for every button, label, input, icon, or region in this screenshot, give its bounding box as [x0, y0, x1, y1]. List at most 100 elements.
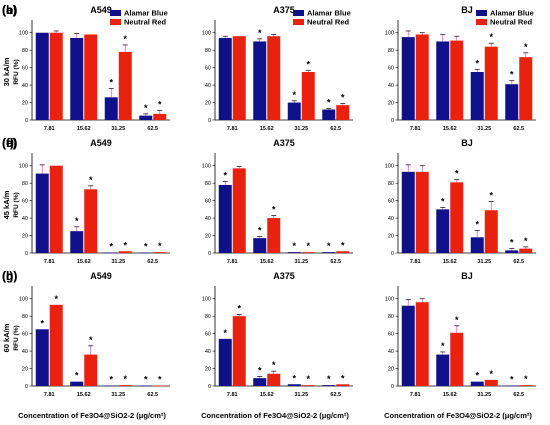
bar-alamar-blue [253, 238, 267, 253]
legend-label-alamar-blue: Alamar Blue [490, 9, 534, 18]
y-tick-label: 80 [205, 314, 211, 320]
significance-star: * [510, 70, 514, 80]
bar-neutral-red [49, 165, 63, 253]
bar-neutral-red [118, 385, 132, 386]
bar-alamar-blue [104, 252, 118, 254]
y-tick-label: 40 [388, 349, 394, 355]
y-tick-label: 20 [22, 367, 28, 373]
bar-alamar-blue [322, 252, 336, 253]
y-tick-label: 100 [202, 31, 211, 37]
significance-star: * [237, 303, 241, 313]
bar-alamar-blue [401, 171, 415, 253]
y-tick-label: 0 [25, 384, 28, 390]
y-tick-label: 60 [22, 332, 28, 338]
x-tick-label: 62.5 [147, 392, 158, 398]
chart-panel: (h) A375 0 20 40 60 80 100 7.81 * * 15.62 * * 31.25 * * 6… [2, 269, 353, 398]
bar-alamar-blue [139, 252, 153, 254]
legend-label-neutral-red: Neutral Red [490, 18, 533, 27]
bar-alamar-blue [35, 32, 49, 120]
chart-panel: (e) A375 0 20 40 60 80 100 7.81 * 15.62 * * 31.25 * * 62… [2, 136, 353, 265]
x-tick-label: 31.25 [294, 126, 308, 132]
bar-alamar-blue [35, 329, 49, 386]
significance-star: * [292, 373, 296, 383]
panel-label: (i) [2, 269, 13, 283]
y-tick-label: 80 [22, 48, 28, 54]
bar-alamar-blue [104, 385, 118, 387]
significance-star: * [144, 375, 148, 385]
chart-panel: (g) A549 60 kA/m RFU (%) 0 20 40 60 80 100 7.81 * * 1… [2, 269, 170, 398]
bar-neutral-red [49, 32, 63, 120]
bar-alamar-blue [322, 109, 336, 120]
y-tick-label: 100 [19, 297, 28, 303]
bar-alamar-blue [70, 381, 84, 386]
x-tick-label: 7.81 [44, 259, 55, 265]
bar-neutral-red [415, 171, 429, 253]
y-axis-label: RFU (%) [13, 192, 20, 217]
bar-alamar-blue [253, 41, 267, 120]
x-tick-label: 62.5 [147, 126, 158, 132]
x-axis-caption-left: Concentration of Fe3O4@SiO2-2 (μg/cm²) [18, 411, 166, 420]
significance-star: * [75, 216, 79, 226]
x-tick-label: 62.5 [513, 392, 524, 398]
significance-star: * [524, 236, 528, 246]
significance-star: * [341, 373, 345, 383]
x-tick-label: 62.5 [330, 126, 341, 132]
bar-alamar-blue [401, 37, 415, 120]
y-tick-label: 20 [388, 367, 394, 373]
x-tick-label: 15.62 [443, 126, 457, 132]
bar-neutral-red [484, 46, 498, 120]
x-tick-label: 31.25 [477, 392, 491, 398]
panel-title: BJ [461, 5, 473, 15]
bar-neutral-red [336, 384, 350, 386]
y-tick-label: 40 [22, 349, 28, 355]
x-axis-caption-group: Concentration of Fe3O4@SiO2-2 (μg/cm²) C… [18, 411, 532, 420]
significance-star: * [441, 341, 445, 351]
bar-alamar-blue [505, 250, 519, 253]
y-axis-label: RFU (%) [13, 325, 20, 350]
panel-label: (a) [2, 3, 17, 17]
x-tick-label: 62.5 [513, 126, 524, 132]
x-tick-label: 7.81 [227, 259, 238, 265]
y-tick-label: 20 [388, 101, 394, 107]
significance-star: * [258, 28, 262, 38]
x-tick-label: 62.5 [513, 259, 524, 265]
y-tick-label: 80 [388, 181, 394, 187]
significance-star: * [223, 170, 227, 180]
y-tick-label: 100 [202, 297, 211, 303]
bar-neutral-red [519, 385, 533, 386]
x-tick-label: 7.81 [410, 126, 421, 132]
significance-star: * [54, 294, 58, 304]
y-tick-label: 20 [205, 234, 211, 240]
significance-star: * [109, 375, 113, 385]
chart-panel: (i) BJ 0 20 40 60 80 100 7.81 15.62 * * 31.25 * * 62.5 *… [2, 269, 536, 398]
bar-neutral-red [336, 105, 350, 120]
significance-star: * [327, 98, 331, 108]
x-tick-label: 7.81 [410, 259, 421, 265]
x-tick-label: 7.81 [44, 126, 55, 132]
y-tick-label: 0 [25, 251, 28, 257]
x-tick-label: 15.62 [77, 259, 91, 265]
bar-alamar-blue [139, 385, 153, 387]
bar-neutral-red [153, 385, 167, 387]
y-tick-label: 40 [388, 216, 394, 222]
bar-neutral-red [84, 34, 98, 120]
y-tick-label: 80 [205, 181, 211, 187]
significance-star: * [489, 369, 493, 379]
significance-star: * [306, 241, 310, 251]
x-tick-label: 15.62 [443, 392, 457, 398]
y-tick-label: 100 [385, 297, 394, 303]
significance-star: * [223, 328, 227, 338]
panel-title: A549 [90, 271, 112, 281]
bar-neutral-red [484, 210, 498, 253]
y-tick-label: 80 [205, 48, 211, 54]
y-tick-label: 60 [388, 199, 394, 205]
bar-neutral-red [450, 332, 464, 386]
x-tick-label: 31.25 [294, 392, 308, 398]
x-tick-label: 15.62 [260, 392, 274, 398]
panel-title: BJ [461, 271, 473, 281]
y-tick-label: 80 [388, 314, 394, 320]
legend-swatch-alamar-blue [110, 10, 121, 16]
significance-star: * [475, 58, 479, 68]
y-tick-label: 100 [385, 164, 394, 170]
